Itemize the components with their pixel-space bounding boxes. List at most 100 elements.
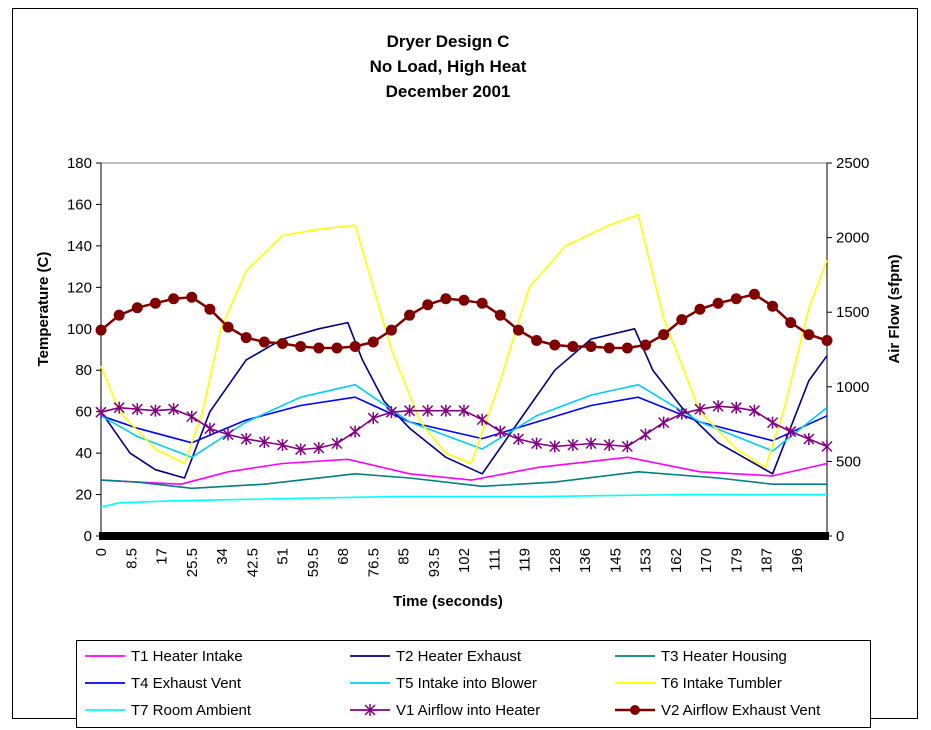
legend-item: T1 Heater Intake bbox=[83, 645, 243, 667]
x-tick-label: 102 bbox=[456, 548, 473, 573]
y2-tick-label: 500 bbox=[836, 453, 861, 470]
series-line-5 bbox=[100, 383, 828, 459]
y-tick-label: 140 bbox=[67, 238, 92, 255]
data-point-v2 bbox=[149, 297, 161, 309]
data-point-v1 bbox=[276, 438, 289, 451]
x-tick-label: 85 bbox=[396, 548, 413, 565]
data-point-v2 bbox=[567, 341, 579, 353]
legend-label: T1 Heater Intake bbox=[131, 647, 243, 665]
y-tick-label: 60 bbox=[75, 404, 92, 421]
x-axis-line bbox=[99, 532, 829, 540]
data-point-v1 bbox=[748, 404, 760, 417]
data-point-v1 bbox=[494, 425, 506, 438]
x-tick-label: 42.5 bbox=[244, 548, 261, 577]
data-point-v2 bbox=[658, 329, 670, 341]
data-point-v2 bbox=[494, 309, 506, 321]
y2-tick-label: 2000 bbox=[836, 230, 869, 247]
data-point-v1 bbox=[95, 406, 107, 419]
x-tick-label: 59.5 bbox=[305, 548, 322, 577]
data-point-v2 bbox=[349, 341, 361, 353]
data-point-v1 bbox=[113, 401, 125, 414]
data-point-v1 bbox=[567, 438, 579, 451]
data-point-v2 bbox=[385, 324, 397, 336]
data-point-v2 bbox=[531, 335, 543, 347]
x-tick-label: 187 bbox=[759, 548, 776, 573]
data-point-v1 bbox=[149, 404, 161, 417]
y2-tick-label: 0 bbox=[836, 528, 844, 545]
data-point-v1 bbox=[186, 410, 198, 423]
legend-item: V1 Airflow into Heater bbox=[348, 699, 540, 721]
data-point-v1 bbox=[603, 438, 615, 451]
y2-tick-label: 2500 bbox=[836, 155, 869, 172]
data-point-v1 bbox=[349, 425, 361, 438]
data-point-v2 bbox=[676, 314, 688, 326]
y-tick-label: 100 bbox=[67, 321, 92, 338]
data-point-v1 bbox=[694, 403, 706, 416]
series-lines bbox=[95, 214, 833, 508]
legend-swatch bbox=[350, 682, 390, 684]
data-point-v2 bbox=[476, 297, 488, 309]
data-point-v1 bbox=[821, 440, 833, 453]
data-point-v2 bbox=[694, 303, 706, 315]
y-tick-label: 160 bbox=[67, 196, 92, 213]
y-tick-label: 0 bbox=[84, 528, 92, 545]
data-point-v2 bbox=[240, 332, 252, 344]
legend-item: V2 Airflow Exhaust Vent bbox=[613, 699, 820, 721]
legend-swatch bbox=[85, 655, 125, 657]
data-point-v1 bbox=[404, 404, 416, 417]
chart-title: Dryer Design C No Load, High Heat Decemb… bbox=[370, 32, 527, 101]
x-tick-label: 68 bbox=[335, 548, 352, 565]
x-axis-label: Time (seconds) bbox=[393, 593, 503, 610]
chart-frame: Dryer Design C No Load, High Heat Decemb… bbox=[12, 8, 918, 719]
legend-item: T3 Heater Housing bbox=[613, 645, 787, 667]
data-point-v2 bbox=[95, 324, 107, 336]
data-point-v2 bbox=[621, 342, 633, 354]
data-point-v2 bbox=[785, 317, 797, 329]
legend-item: T7 Room Ambient bbox=[83, 699, 251, 721]
x-tick-label: 179 bbox=[728, 548, 745, 573]
data-point-v1 bbox=[440, 404, 452, 417]
data-point-v2 bbox=[549, 339, 561, 351]
data-point-v2 bbox=[367, 336, 379, 348]
data-point-v2 bbox=[204, 303, 216, 315]
data-point-v1 bbox=[712, 400, 724, 413]
data-point-v1 bbox=[476, 413, 488, 426]
data-point-v1 bbox=[730, 401, 742, 414]
data-point-v1 bbox=[585, 437, 597, 450]
data-point-v1 bbox=[458, 404, 470, 417]
x-tick-label: 8.5 bbox=[123, 548, 140, 569]
series-line-1 bbox=[100, 456, 828, 485]
legend-item: T2 Heater Exhaust bbox=[348, 645, 521, 667]
title-line-2: No Load, High Heat bbox=[370, 57, 527, 76]
x-tick-label: 162 bbox=[668, 548, 685, 573]
y2-tick-label: 1000 bbox=[836, 379, 869, 396]
data-point-v2 bbox=[440, 293, 452, 305]
x-tick-label: 136 bbox=[577, 548, 594, 573]
x-tick-label: 128 bbox=[547, 548, 564, 573]
data-point-v1 bbox=[803, 433, 815, 446]
series-line-4 bbox=[100, 396, 828, 444]
y-tick-label: 40 bbox=[75, 445, 92, 462]
series-line-3 bbox=[100, 471, 827, 490]
legend-swatch bbox=[350, 704, 390, 716]
legend-label: T5 Intake into Blower bbox=[396, 674, 537, 692]
legend-item: T4 Exhaust Vent bbox=[83, 672, 241, 694]
data-point-v2 bbox=[168, 293, 180, 305]
x-tick-label: 153 bbox=[638, 548, 655, 573]
y-tick-label: 120 bbox=[67, 279, 92, 296]
legend-label: T7 Room Ambient bbox=[131, 701, 252, 719]
x-tick-label: 34 bbox=[214, 548, 231, 565]
data-point-v2 bbox=[730, 293, 742, 305]
x-tick-label: 0 bbox=[93, 548, 110, 556]
legend-label: V1 Airflow into Heater bbox=[396, 701, 541, 719]
data-point-v2 bbox=[585, 341, 597, 353]
y-tick-label: 80 bbox=[75, 362, 92, 379]
data-point-v1 bbox=[204, 422, 216, 435]
data-point-v2 bbox=[422, 299, 434, 311]
data-point-v1 bbox=[512, 433, 524, 446]
legend-swatch bbox=[615, 682, 655, 684]
data-point-v2 bbox=[821, 335, 833, 347]
data-point-v2 bbox=[458, 294, 470, 306]
x-tick-label: 76.5 bbox=[365, 548, 382, 577]
data-point-v2 bbox=[113, 309, 125, 321]
